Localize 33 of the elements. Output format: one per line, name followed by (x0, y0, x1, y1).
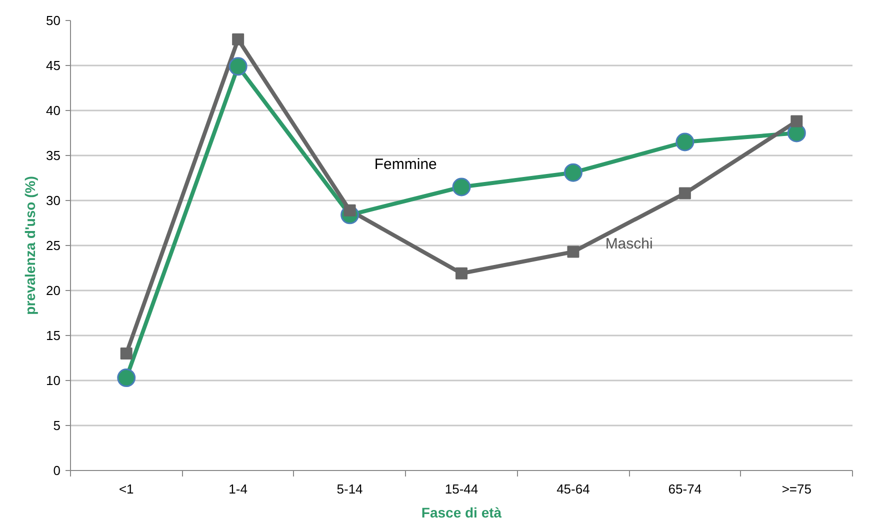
x-tick-label: 5-14 (336, 482, 363, 496)
y-tick-label: 45 (46, 58, 61, 73)
x-tick-label: 45-64 (556, 482, 590, 496)
x-tick-label: >=75 (782, 482, 812, 496)
y-tick-label: 5 (53, 418, 61, 433)
point (676, 132, 694, 152)
point (456, 267, 468, 280)
x-tick-label: 65-74 (668, 482, 702, 496)
y-tick-label: 15 (46, 328, 61, 343)
y-tick-label: 10 (46, 373, 61, 388)
point (117, 368, 136, 388)
point (120, 348, 132, 360)
y-tick-label: 20 (46, 283, 61, 298)
x-tick-label: 15-44 (444, 482, 478, 496)
series-label: Maschi (605, 236, 653, 253)
point (228, 57, 248, 76)
point (564, 163, 582, 182)
y-tick-label: 30 (46, 193, 61, 208)
x-axis-title: Fasce di età (421, 504, 502, 520)
series-label: Femmine (374, 156, 437, 173)
y-tick-label: 25 (46, 238, 61, 253)
y-tick-label: 40 (46, 103, 61, 118)
point (567, 246, 580, 258)
x-tick-label: 1-4 (228, 482, 248, 496)
y-axis-title: prevalenza d'uso (%) (22, 176, 38, 315)
point (452, 178, 471, 196)
y-tick-label: 35 (46, 148, 61, 163)
y-tick-label: 50 (46, 13, 61, 28)
x-tick-label: <1 (118, 482, 134, 496)
point (790, 115, 803, 128)
point (678, 187, 691, 200)
y-tick-label: 0 (53, 463, 61, 478)
point (232, 33, 244, 46)
